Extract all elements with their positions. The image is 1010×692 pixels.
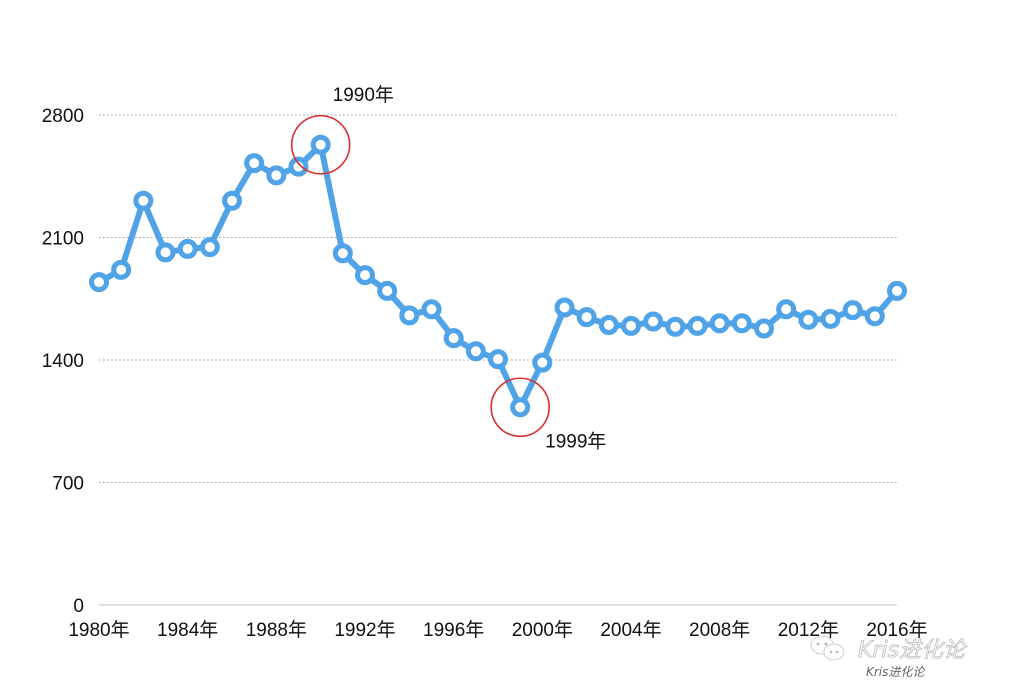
data-point-2006 [665,316,686,337]
data-point-2016 [887,280,907,301]
data-point-2003 [598,315,619,335]
data-point-1995 [421,299,442,320]
x-tick-label: 1988年 [246,619,307,641]
data-point-2008 [709,313,730,334]
y-tick-label: 2100 [42,229,84,250]
x-tick-label: 2008年 [689,619,750,641]
data-point-1982 [133,190,154,211]
y-tick-label: 0 [73,596,84,617]
y-axis: 0 700 1400 2100 2800 [42,106,84,617]
data-point-1997 [465,341,486,362]
data-point-2002 [576,307,597,328]
data-point-2007 [687,315,708,336]
x-tick-label: 1984年 [157,619,218,641]
grid [99,114,897,606]
y-tick-label: 700 [52,474,84,495]
data-point-1980 [89,272,109,293]
data-point-2004 [621,315,641,336]
data-point-2011 [776,299,797,320]
data-point-1993 [377,280,398,301]
data-point-1987 [244,153,265,174]
data-point-2012 [798,309,819,330]
watermark-sub: Kris进化论 [866,665,926,679]
x-tick-label: 2004年 [600,619,661,641]
data-point-1990 [310,134,331,155]
data-point-1984 [177,238,198,259]
data-point-1981 [111,259,132,280]
annotation-label-1990: 1990年 [333,84,394,106]
highlight-circle-1999 [490,377,550,438]
x-tick-label: 1992年 [334,619,395,641]
watermark: Kris进化论 Kris进化论 [810,635,968,679]
data-point-1986 [222,190,242,211]
data-point-2010 [754,318,774,339]
data-point-2013 [820,308,841,329]
data-point-2009 [731,313,752,334]
data-point-1996 [443,328,464,349]
y-tick-label: 2800 [42,106,84,127]
y-tick-label: 1400 [42,351,84,372]
x-tick-label: 2000年 [512,619,573,641]
highlight-circle-1990 [290,114,351,175]
data-point-2014 [842,300,863,321]
x-tick-label: 2016年 [866,619,927,641]
data-point-2000 [532,352,553,373]
data-point-1999 [510,397,531,418]
annotations: 1990年 1999年 [290,84,606,452]
data-point-1998 [488,349,508,370]
wechat-icon [810,635,845,661]
series [89,134,907,418]
annotation-label-1999: 1999年 [545,430,606,452]
data-point-1983 [155,242,176,263]
data-point-1992 [355,265,375,286]
data-point-2001 [554,297,575,318]
data-point-2005 [643,311,664,332]
data-point-2015 [864,306,885,327]
x-tick-label: 1996年 [423,619,484,641]
data-point-1985 [199,237,220,258]
watermark-main: Kris进化论 [858,638,968,663]
x-tick-label: 2012年 [778,619,839,641]
data-point-1988 [266,165,287,186]
data-point-1991 [332,243,353,264]
data-point-1989 [288,156,309,177]
x-axis: 1980年 1984年 1988年 1992年 1996年 2000年 2004年 2008年… [68,619,927,641]
data-point-1994 [399,305,420,326]
x-tick-label: 1980年 [68,619,129,641]
